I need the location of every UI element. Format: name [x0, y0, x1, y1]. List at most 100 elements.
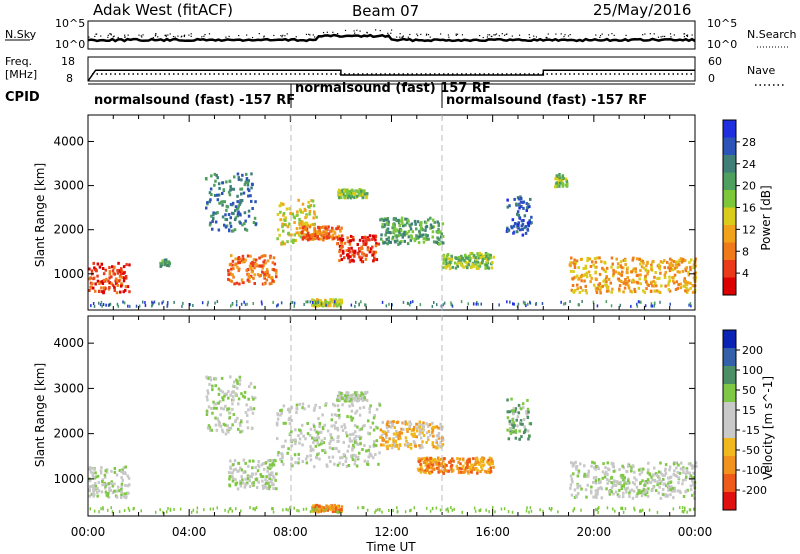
data-cell [443, 468, 447, 472]
noise-right-tick-top: 10^5 [707, 17, 737, 30]
data-cell [216, 211, 219, 215]
data-cell [658, 276, 661, 280]
data-cell [424, 233, 427, 237]
data-cell [399, 219, 402, 223]
data-cell [396, 420, 400, 424]
data-cell [440, 241, 443, 245]
data-cell [614, 270, 618, 274]
data-cell [94, 482, 97, 486]
data-cell [525, 202, 529, 206]
data-cell [689, 488, 693, 492]
data-cell [251, 264, 255, 268]
colorbar-tick-label: 50 [742, 384, 756, 397]
data-cell [642, 261, 645, 265]
data-cell [520, 219, 524, 223]
data-cell [372, 428, 376, 432]
data-cell [617, 481, 621, 485]
data-cell [450, 467, 453, 471]
data-cell [682, 467, 685, 471]
data-cell [572, 289, 575, 293]
data-cell [515, 410, 518, 414]
y-tick-label: 1000 [53, 472, 84, 486]
ground-scatter-cell [550, 508, 552, 512]
data-cell [303, 407, 306, 411]
noise-point [263, 35, 265, 37]
data-cell [519, 422, 522, 426]
data-cell [652, 485, 655, 489]
ground-scatter-cell [235, 300, 238, 303]
noise-point [425, 33, 428, 35]
data-cell [298, 208, 302, 212]
data-cell [348, 260, 352, 264]
ground-scatter-cell [276, 304, 278, 308]
data-cell [321, 449, 324, 452]
ground-scatter-cell [249, 506, 251, 510]
data-cell [314, 444, 318, 448]
data-cell [224, 213, 227, 217]
data-cell [309, 204, 312, 207]
ground-scatter-cell [474, 509, 477, 513]
data-cell [456, 264, 459, 268]
data-cell [216, 176, 219, 180]
noise-point [401, 36, 403, 38]
data-cell [630, 270, 634, 274]
data-cell [413, 425, 416, 429]
data-cell [419, 436, 423, 440]
data-cell [115, 489, 119, 493]
data-cell [369, 247, 373, 251]
data-cell [245, 403, 248, 407]
data-cell [355, 434, 358, 438]
data-cell [314, 403, 317, 407]
data-cell [436, 220, 439, 224]
data-cell [672, 489, 675, 493]
data-cell [474, 256, 477, 260]
data-cell [492, 255, 496, 259]
data-cell [577, 492, 580, 496]
noise-point [190, 35, 192, 37]
data-cell [364, 392, 367, 395]
data-cell [267, 459, 270, 463]
data-cell [623, 476, 626, 480]
data-cell [673, 469, 676, 473]
data-cell [598, 282, 602, 286]
data-cell [427, 465, 430, 469]
data-cell [334, 446, 337, 450]
data-cell [623, 482, 626, 486]
ground-scatter-cell [230, 304, 232, 308]
data-cell [309, 454, 312, 458]
data-cell [312, 299, 316, 303]
data-cell [359, 189, 363, 193]
ground-scatter-cell [439, 508, 442, 512]
data-cell [334, 235, 338, 239]
data-cell [613, 483, 616, 487]
data-cell [418, 444, 421, 448]
data-cell [511, 218, 515, 222]
data-cell [254, 200, 257, 204]
data-cell [438, 242, 441, 246]
data-cell [638, 277, 641, 281]
noise-point [344, 29, 347, 32]
data-cell [239, 484, 243, 488]
data-cell [691, 466, 694, 470]
data-cell [384, 223, 387, 227]
data-cell [320, 231, 324, 235]
data-cell [108, 276, 111, 280]
data-cell [579, 286, 582, 290]
data-cell [461, 465, 465, 469]
data-cell [578, 291, 582, 294]
data-cell [237, 204, 240, 208]
ground-scatter-cell [302, 507, 305, 511]
noise-point [238, 34, 240, 37]
data-cell [316, 435, 319, 439]
data-cell [637, 468, 641, 472]
ground-scatter-cell [182, 301, 184, 305]
data-cell [368, 445, 372, 449]
data-cell [236, 469, 239, 473]
data-cell [94, 484, 98, 488]
data-cell [122, 466, 126, 470]
data-cell [341, 188, 344, 192]
colorbar-tick-label: 24 [742, 158, 756, 171]
data-cell [569, 483, 573, 487]
ground-scatter-cell [260, 300, 263, 304]
data-cell [218, 421, 221, 425]
